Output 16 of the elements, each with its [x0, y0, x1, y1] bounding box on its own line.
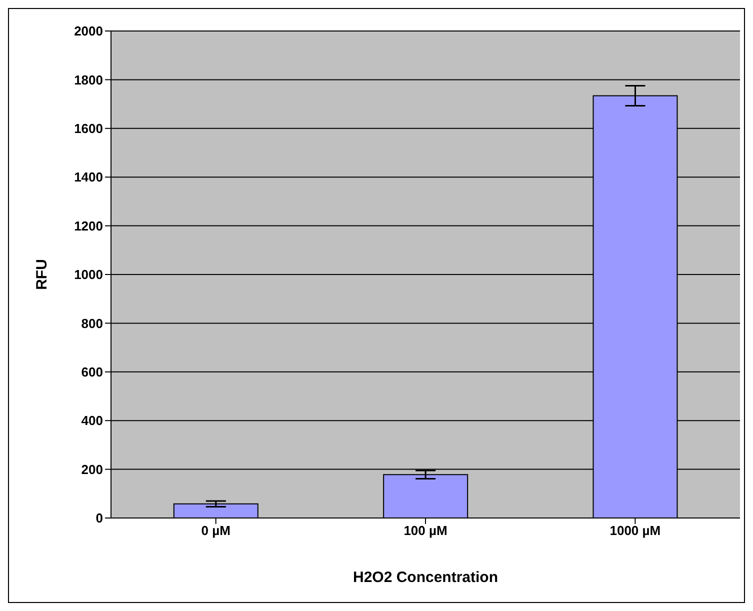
y-tick-label: 800 [81, 316, 103, 331]
y-tick-label: 600 [81, 364, 103, 380]
y-tick-label: 1800 [74, 72, 103, 88]
y-tick-label: 200 [81, 462, 103, 477]
x-tick-label: 100 µM [404, 523, 448, 538]
y-tick-label: 1200 [74, 218, 103, 234]
y-tick-label: 1400 [74, 170, 103, 185]
y-axis-title: RFU [33, 259, 50, 290]
y-tick-label: 2000 [74, 24, 103, 39]
x-tick-label: 0 µM [201, 523, 230, 538]
x-tick-label: 1000 µM [610, 523, 661, 538]
y-tick-label: 0 [96, 510, 103, 526]
y-tick-label: 1000 [74, 267, 103, 282]
y-tick-label: 400 [81, 413, 103, 428]
x-axis-title: H2O2 Concentration [352, 569, 498, 586]
y-tick-label: 1600 [74, 121, 103, 136]
